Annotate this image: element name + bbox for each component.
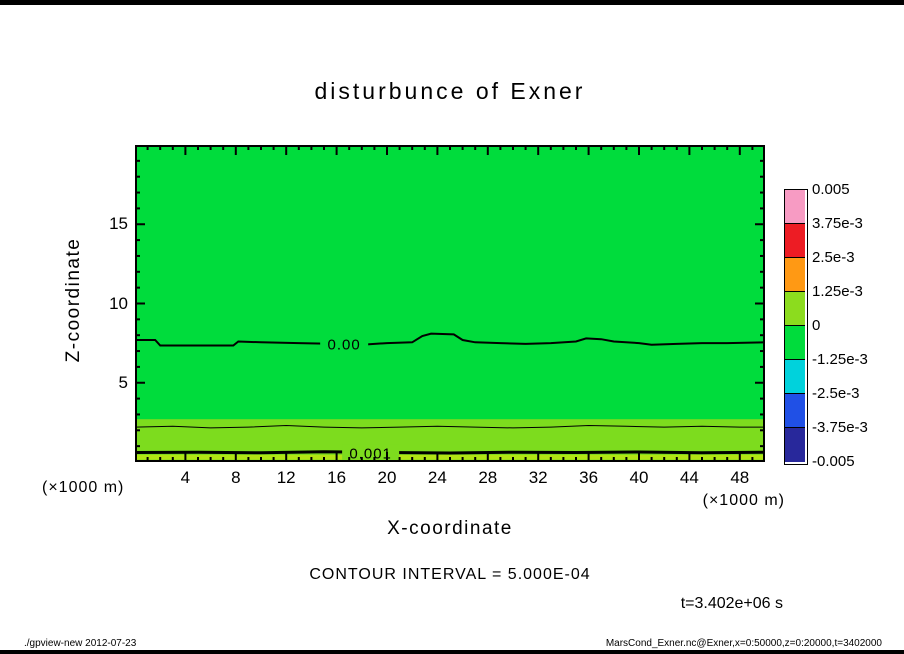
x-tick-label: 32	[528, 468, 548, 487]
colorbar-tick-label: 0.005	[812, 181, 850, 198]
colorbar-tick-label: -3.75e-3	[812, 419, 868, 436]
contour-line	[135, 424, 765, 429]
y-axis-label: Z-coordinate	[63, 237, 84, 363]
colorbar-tick-label: 0	[812, 317, 821, 334]
colorbar-tick-label: 2.5e-3	[812, 249, 855, 266]
colorbar-tick-label: 1.25e-3	[812, 283, 863, 300]
contour-line	[135, 332, 765, 347]
colorbar-segment	[785, 326, 805, 360]
contour-interval-text: CONTOUR INTERVAL = 5.000E-04	[309, 566, 591, 583]
colorbar-segment	[785, 360, 805, 394]
x-tick-label: 8	[231, 468, 241, 487]
colorbar-segment	[785, 258, 805, 292]
x-tick-label: 12	[276, 468, 296, 487]
x-tick-label: 36	[579, 468, 599, 487]
x-tick-label: 24	[427, 468, 447, 487]
z-tick-label: 15	[109, 214, 128, 234]
colorbar-tick-label: 3.75e-3	[812, 215, 863, 232]
x-tick-label: 4	[180, 468, 191, 487]
x-tick-label: 20	[377, 468, 397, 487]
colorbar-segment	[785, 190, 805, 224]
plot-frame	[135, 145, 765, 462]
x-tick-label: 40	[629, 468, 649, 487]
x-tick-label: 28	[478, 468, 498, 487]
colorbar-tick-label: -1.25e-3	[812, 351, 868, 368]
colorbar-segment	[785, 224, 805, 258]
colorbar-tick-label: -0.005	[812, 453, 855, 470]
colorbar-segment	[785, 394, 805, 428]
z-tick-label: 10	[109, 293, 128, 313]
x-tick-label: 44	[679, 468, 699, 487]
contour-label: 0.001	[349, 445, 392, 462]
contour-plot: 0.00 0.001	[135, 145, 765, 462]
contour-label-bg	[320, 335, 369, 354]
top-border	[0, 0, 904, 5]
fill-region	[135, 145, 765, 462]
bottom-border	[0, 650, 904, 654]
contour-label-bg	[342, 444, 400, 462]
chart-title: disturbunce of Exner	[314, 78, 586, 104]
x-axis-label: X-coordinate	[387, 518, 513, 539]
time-annotation: t=3.402e+06 s	[680, 595, 783, 612]
x-tick-label: 16	[327, 468, 347, 487]
colorbar	[784, 189, 808, 465]
colorbar-tick-label: -2.5e-3	[812, 385, 860, 402]
x-axis-unit: (×1000 m)	[702, 492, 785, 509]
footer-command: ./gpview-new 2012-07-23	[24, 638, 137, 649]
z-tick-label: 5	[118, 372, 128, 392]
colorbar-segment	[785, 292, 805, 326]
x-tick-label: 48	[730, 468, 750, 487]
contour-label: 0.00	[328, 336, 361, 353]
footer-source: MarsCond_Exner.nc@Exner,x=0:50000,z=0:20…	[605, 638, 882, 649]
y-axis-unit: (×1000 m)	[42, 479, 125, 496]
colorbar-segment	[785, 428, 805, 462]
contour-line	[135, 450, 765, 455]
